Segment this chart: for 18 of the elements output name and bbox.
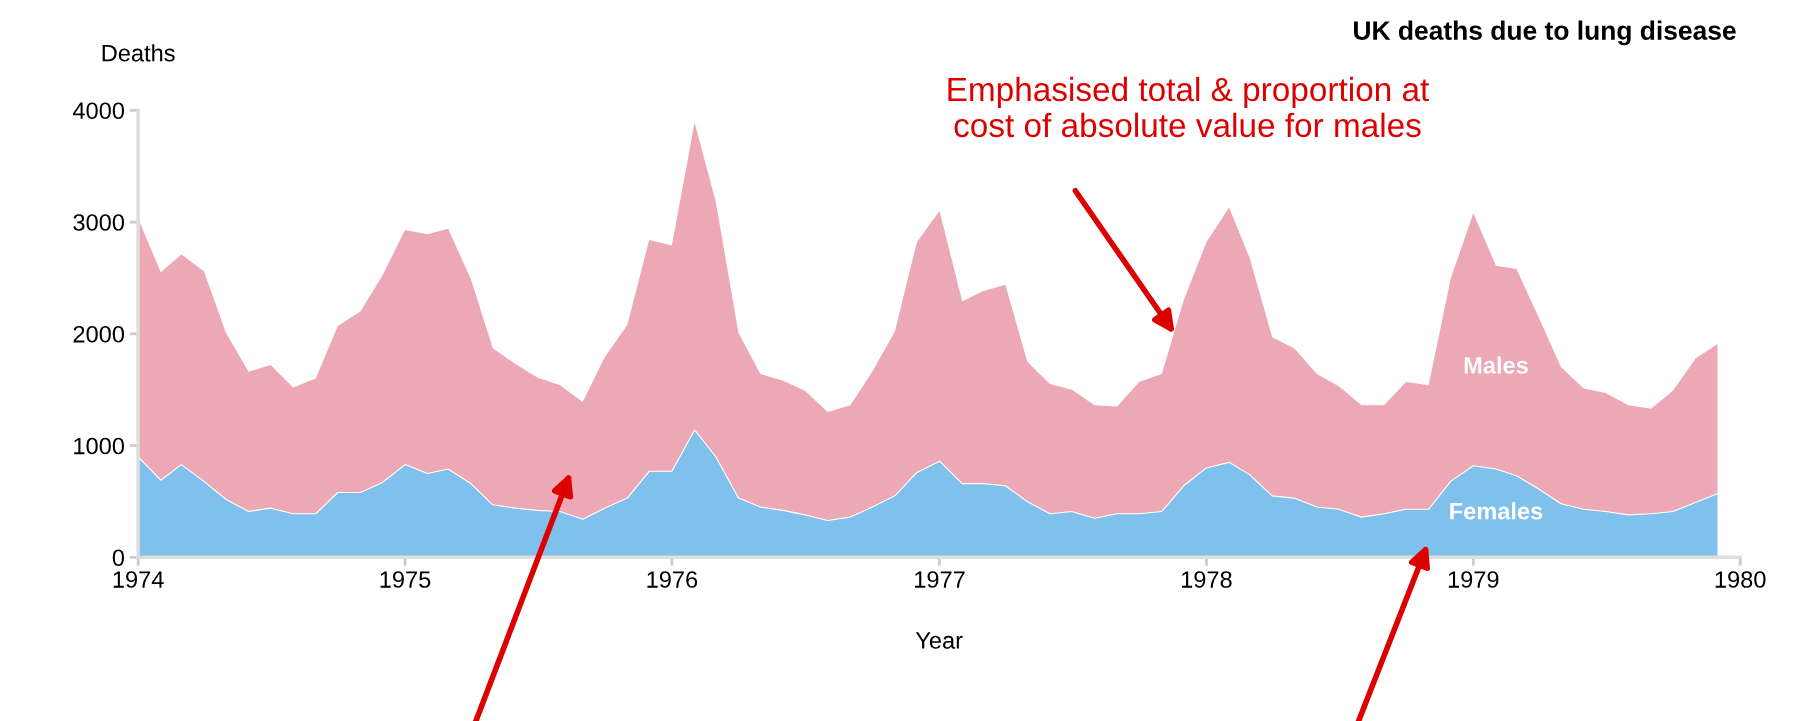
- y-tick-label: 4000: [72, 102, 125, 120]
- annotation: Emphasised total & proportion at cost of absolute value for males: [948, 76, 1430, 138]
- x-tick-label: 1975: [380, 571, 431, 588]
- x-tick-label: 1974: [113, 571, 164, 588]
- x-tick-label: 1976: [647, 571, 698, 588]
- y-tick-label: 1000: [74, 437, 125, 455]
- x-tick-label: 1977: [915, 571, 965, 588]
- y-axis-title: Deaths: [102, 44, 175, 62]
- x-axis-title: Year: [915, 632, 963, 649]
- y-tick-label: 2000: [73, 325, 125, 343]
- x-tick-label: 1979: [1448, 571, 1499, 588]
- x-tick-label: 1978: [1181, 571, 1232, 588]
- y-tick-label: 0: [112, 549, 125, 567]
- x-tick-label: 1980: [1715, 571, 1766, 588]
- y-tick-label: 3000: [73, 214, 125, 231]
- series-label: Males: [1464, 356, 1528, 374]
- series-label: Females: [1450, 502, 1543, 520]
- chart-title: UK deaths due to lung disease: [1354, 20, 1736, 46]
